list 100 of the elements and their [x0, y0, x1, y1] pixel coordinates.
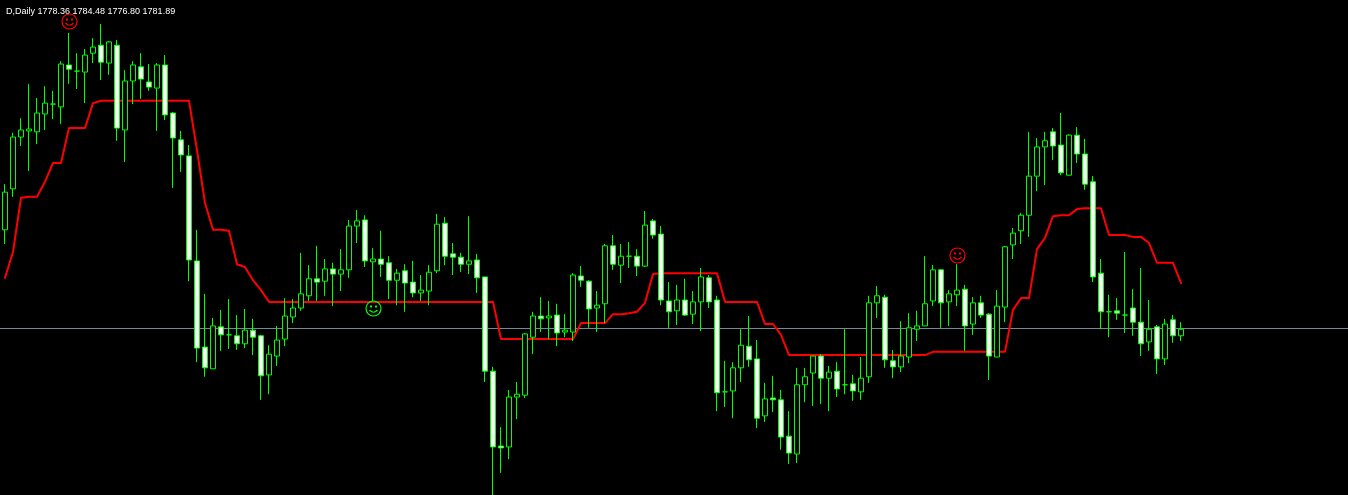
candlestick	[1122, 251, 1128, 334]
candlestick	[346, 219, 352, 279]
candlestick	[906, 312, 912, 364]
candlestick	[58, 60, 64, 125]
candlestick	[1170, 314, 1176, 344]
candlestick	[994, 289, 1000, 358]
candlestick	[634, 248, 640, 277]
candlestick	[666, 281, 672, 329]
candlestick	[650, 218, 656, 240]
candlestick	[242, 308, 248, 349]
candlestick	[1010, 227, 1016, 260]
candlestick	[10, 132, 16, 198]
candlestick	[954, 263, 960, 307]
candlestick	[1162, 318, 1168, 366]
candlestick	[882, 294, 888, 369]
candlestick	[90, 37, 96, 64]
candlestick	[2, 183, 8, 245]
candlestick	[970, 296, 976, 336]
candlestick	[74, 52, 80, 90]
candlestick	[370, 247, 376, 302]
candlestick	[482, 276, 488, 383]
candlestick	[874, 285, 880, 319]
candlestick	[466, 215, 472, 275]
candlestick	[730, 361, 736, 419]
candlestick	[226, 298, 232, 350]
candlestick	[1138, 267, 1144, 357]
candlestick	[450, 242, 456, 276]
candlestick	[610, 234, 616, 271]
candlestick	[306, 264, 312, 302]
candlestick	[322, 258, 328, 297]
candlestick	[594, 290, 600, 333]
candlestick	[858, 356, 864, 401]
candlestick	[722, 360, 728, 408]
candlestick	[658, 225, 664, 306]
candlestick	[50, 90, 56, 120]
candlestick	[1130, 288, 1136, 337]
candlestick	[850, 374, 856, 402]
candlestick	[778, 389, 784, 451]
candlestick	[754, 339, 760, 429]
candlestick	[66, 32, 72, 85]
candlestick	[202, 293, 208, 378]
candlestick	[546, 300, 552, 340]
candlestick	[266, 344, 272, 395]
candlestick	[106, 40, 112, 76]
candlestick	[26, 83, 32, 172]
candlestick	[762, 382, 768, 423]
candlestick	[1090, 175, 1096, 283]
candlestick	[1058, 112, 1064, 176]
candlestick	[178, 130, 184, 173]
candlestick	[626, 241, 632, 269]
candlestick	[818, 353, 824, 405]
candlestick	[682, 278, 688, 317]
candlestick	[930, 264, 936, 307]
candlestick	[418, 274, 424, 302]
candlestick	[98, 23, 104, 81]
candlestick	[618, 243, 624, 284]
candlestick	[314, 245, 320, 302]
candlestick	[82, 48, 88, 104]
chart-title: D,Daily 1778.36 1784.48 1776.80 1781.89	[6, 5, 176, 16]
candlestick	[490, 366, 496, 495]
candlestick	[1034, 137, 1040, 192]
candlestick	[802, 367, 808, 403]
candlestick	[794, 367, 800, 464]
candlestick	[890, 349, 896, 379]
candlestick	[562, 313, 568, 338]
candlestick	[602, 243, 608, 324]
candlestick	[250, 318, 256, 356]
candlestick	[42, 85, 48, 131]
candlestick	[674, 284, 680, 326]
candlestick	[122, 69, 128, 163]
candlestick	[434, 213, 440, 274]
candlestick	[506, 389, 512, 460]
candlestick	[1002, 245, 1008, 323]
candlestick	[698, 267, 704, 332]
candlestick	[706, 274, 712, 309]
candlestick	[442, 216, 448, 266]
candlestick	[770, 375, 776, 413]
candlestick	[538, 296, 544, 333]
candlestick	[194, 229, 200, 363]
candlestick	[1098, 258, 1104, 330]
candlestick	[962, 284, 968, 352]
candlestick	[138, 52, 144, 100]
candlestick	[258, 334, 264, 401]
candlestick	[338, 248, 344, 292]
candlestick	[1042, 131, 1048, 186]
candlestick	[386, 255, 392, 300]
candlestick	[746, 315, 752, 368]
candlestick	[586, 279, 592, 329]
candlestick	[738, 328, 744, 383]
candlestick	[1082, 138, 1088, 191]
candlestick	[474, 253, 480, 294]
candlestick	[114, 39, 120, 142]
candlestick	[842, 328, 848, 395]
candlestick	[810, 355, 816, 407]
candlestick	[274, 325, 280, 367]
candlestick	[1018, 212, 1024, 245]
candlestick	[570, 272, 576, 342]
candlestick	[130, 60, 136, 105]
candlestick	[426, 264, 432, 306]
candlestick	[458, 252, 464, 273]
